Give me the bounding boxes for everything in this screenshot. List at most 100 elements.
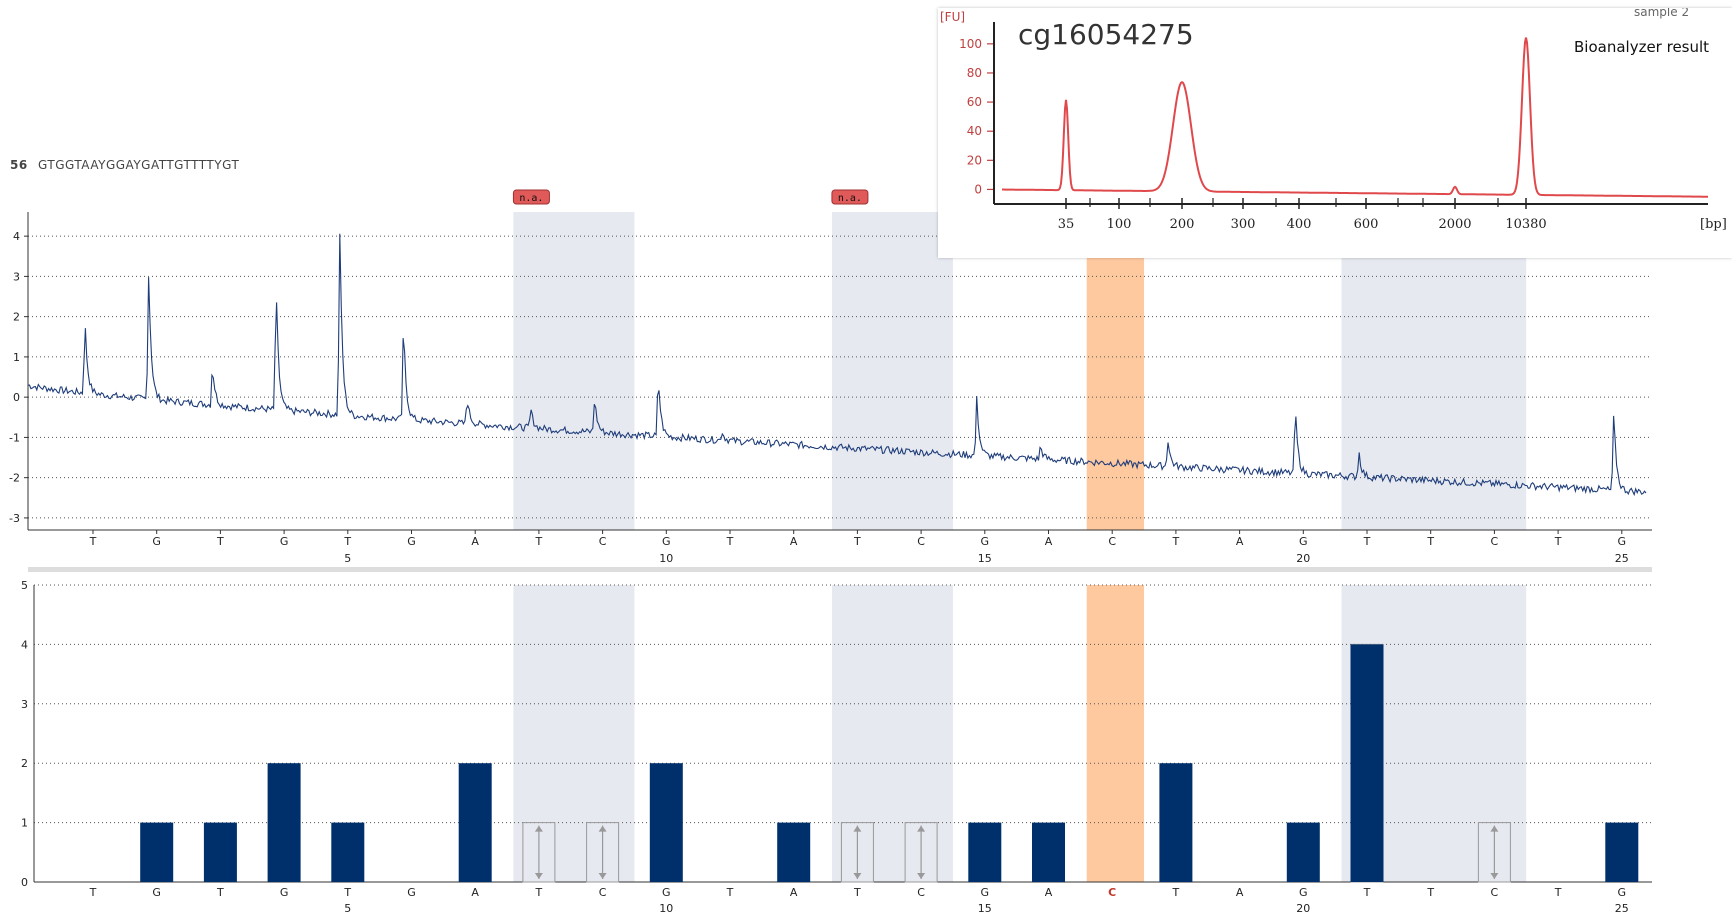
histogram-ytick-label: 0: [21, 876, 28, 889]
histogram-bar: [1605, 822, 1639, 882]
variable-marker-arrowhead-down: [598, 873, 607, 879]
pyrogram-dispensation-label: T: [1172, 535, 1180, 548]
histogram-category-label: G: [1299, 886, 1308, 899]
histogram-bar: [777, 822, 811, 882]
pyrogram-ytick-label: 3: [13, 270, 20, 283]
histogram-category-label: G: [152, 886, 161, 899]
pyrogram-dispensation-label: C: [917, 535, 925, 548]
histogram-bar: [649, 763, 683, 882]
histogram-category-label: C: [1108, 886, 1116, 899]
histogram-category-label: G: [662, 886, 671, 899]
pyrogram-dispensation-label: C: [1108, 535, 1116, 548]
histogram-position-label: 10: [659, 902, 673, 915]
pyrogram-dispensation-label: C: [599, 535, 607, 548]
variable-marker-arrowhead-up: [917, 825, 926, 832]
bioanalyzer-ytick-label: 60: [967, 95, 982, 109]
histogram-category-label: A: [1045, 886, 1053, 899]
pyrogram-region-variable: [831, 212, 953, 530]
histogram-position-label: 5: [344, 902, 351, 915]
bioanalyzer-title: cg16054275: [1018, 18, 1194, 51]
pyrogram-dispensation-label: A: [1236, 535, 1244, 548]
pyrogram-ytick-label: 4: [13, 230, 20, 243]
bioanalyzer-ytick-label: 40: [967, 124, 982, 138]
bioanalyzer-xtick-label: 10380: [1505, 217, 1546, 232]
pyrogram-dispensation-label: T: [726, 535, 734, 548]
histogram-region-variable: [513, 585, 635, 882]
variable-marker-arrowhead-up: [534, 825, 543, 832]
bioanalyzer-xtick-label: 200: [1170, 217, 1195, 232]
histogram-bar: [1286, 822, 1320, 882]
panel-divider: [28, 567, 1652, 572]
variable-marker-arrowhead-down: [917, 873, 926, 879]
histogram-category-label: A: [790, 886, 798, 899]
bioanalyzer-ytick-label: 80: [967, 66, 982, 80]
sequence-header: 56 GTGGTAAYGGAYGATTGTTTTYGT: [10, 158, 239, 172]
bioanalyzer-trace: [1002, 37, 1708, 198]
pyrogram-position-label: 10: [659, 552, 673, 565]
histogram-category-label: T: [1363, 886, 1371, 899]
histogram-bar: [1350, 644, 1384, 882]
histogram-category-label: C: [1491, 886, 1499, 899]
histogram-category-label: G: [280, 886, 289, 899]
sequence-prefix: 56: [10, 158, 28, 172]
histogram-region-variable: [831, 585, 953, 882]
histogram-ytick-label: 4: [21, 638, 28, 651]
pyrogram-ytick-label: 1: [13, 351, 20, 364]
bioanalyzer-annotation: Bioanalyzer result: [1574, 38, 1709, 56]
histogram-ytick-label: 2: [21, 757, 28, 770]
histogram-category-label: G: [1618, 886, 1627, 899]
pyrogram-position-label: 15: [978, 552, 992, 565]
pyrogram-ytick-label: 2: [13, 311, 20, 324]
pyrogram-region-variable: [1341, 212, 1527, 530]
pyrogram-dispensation-label: A: [790, 535, 798, 548]
bioanalyzer-inset: [FU] sample 2 cg16054275 Bioanalyzer result…: [938, 5, 1732, 258]
pyrogram-region-cpg: [1086, 212, 1145, 530]
pyrogram-ytick-label: -1: [9, 431, 20, 444]
histogram-category-label: T: [1172, 886, 1180, 899]
histogram-category-label: T: [535, 886, 543, 899]
histogram-category-label: C: [599, 886, 607, 899]
variable-marker-arrowhead-up: [853, 825, 862, 832]
variable-marker-arrowhead-down: [853, 873, 862, 879]
histogram-ytick-label: 1: [21, 817, 28, 830]
histogram-position-label: 20: [1296, 902, 1310, 915]
histogram-bar: [331, 822, 365, 882]
bioanalyzer-ytick-label: 20: [967, 153, 982, 167]
pyrogram-dispensation-label: G: [280, 535, 289, 548]
pyrogram-region-variable: [513, 212, 635, 530]
histogram-position-label: 25: [1615, 902, 1629, 915]
histogram-bar: [1032, 822, 1065, 882]
variable-marker-box: [840, 822, 874, 883]
pyrogram-dispensation-label: T: [89, 535, 97, 548]
pyrogram-dispensation-label: G: [1618, 535, 1627, 548]
bioanalyzer-xtick-label: 300: [1231, 217, 1256, 232]
variable-marker-box: [586, 822, 620, 883]
na-label: n.a.: [519, 193, 543, 204]
variable-marker-arrowhead-down: [534, 873, 543, 879]
histogram-category-label: T: [216, 886, 224, 899]
histogram-region-cpg: [1086, 585, 1145, 882]
bioanalyzer-corner-text: sample 2: [1634, 8, 1689, 19]
pyrogram-dispensation-label: T: [216, 535, 224, 548]
pyrogram-dispensation-label: T: [1363, 535, 1371, 548]
histogram-bar: [203, 822, 237, 882]
histogram-bar: [458, 763, 492, 882]
pyrogram-dispensation-label: A: [471, 535, 479, 548]
bioanalyzer-ylabel: [FU]: [940, 10, 965, 24]
na-label-box: [831, 189, 869, 205]
histogram-bar: [968, 822, 1002, 882]
variable-marker-box: [904, 822, 938, 883]
pyrogram-position-label: 5: [344, 552, 351, 565]
na-label-box: [512, 189, 550, 205]
pyrogram-dispensation-label: C: [1491, 535, 1499, 548]
bioanalyzer-xtick-label: 400: [1287, 217, 1312, 232]
histogram-bar: [140, 822, 174, 882]
bioanalyzer-xlabel: [bp]: [1700, 217, 1727, 232]
histogram-category-label: C: [917, 886, 925, 899]
pyrogram-dispensation-label: G: [407, 535, 416, 548]
histogram-category-label: T: [853, 886, 861, 899]
bioanalyzer-xtick-label: 100: [1107, 217, 1132, 232]
histogram-category-label: G: [981, 886, 990, 899]
na-label: n.a.: [838, 193, 862, 204]
sequence-text: GTGGTAAYGGAYGATTGTTTTYGT: [38, 158, 240, 172]
